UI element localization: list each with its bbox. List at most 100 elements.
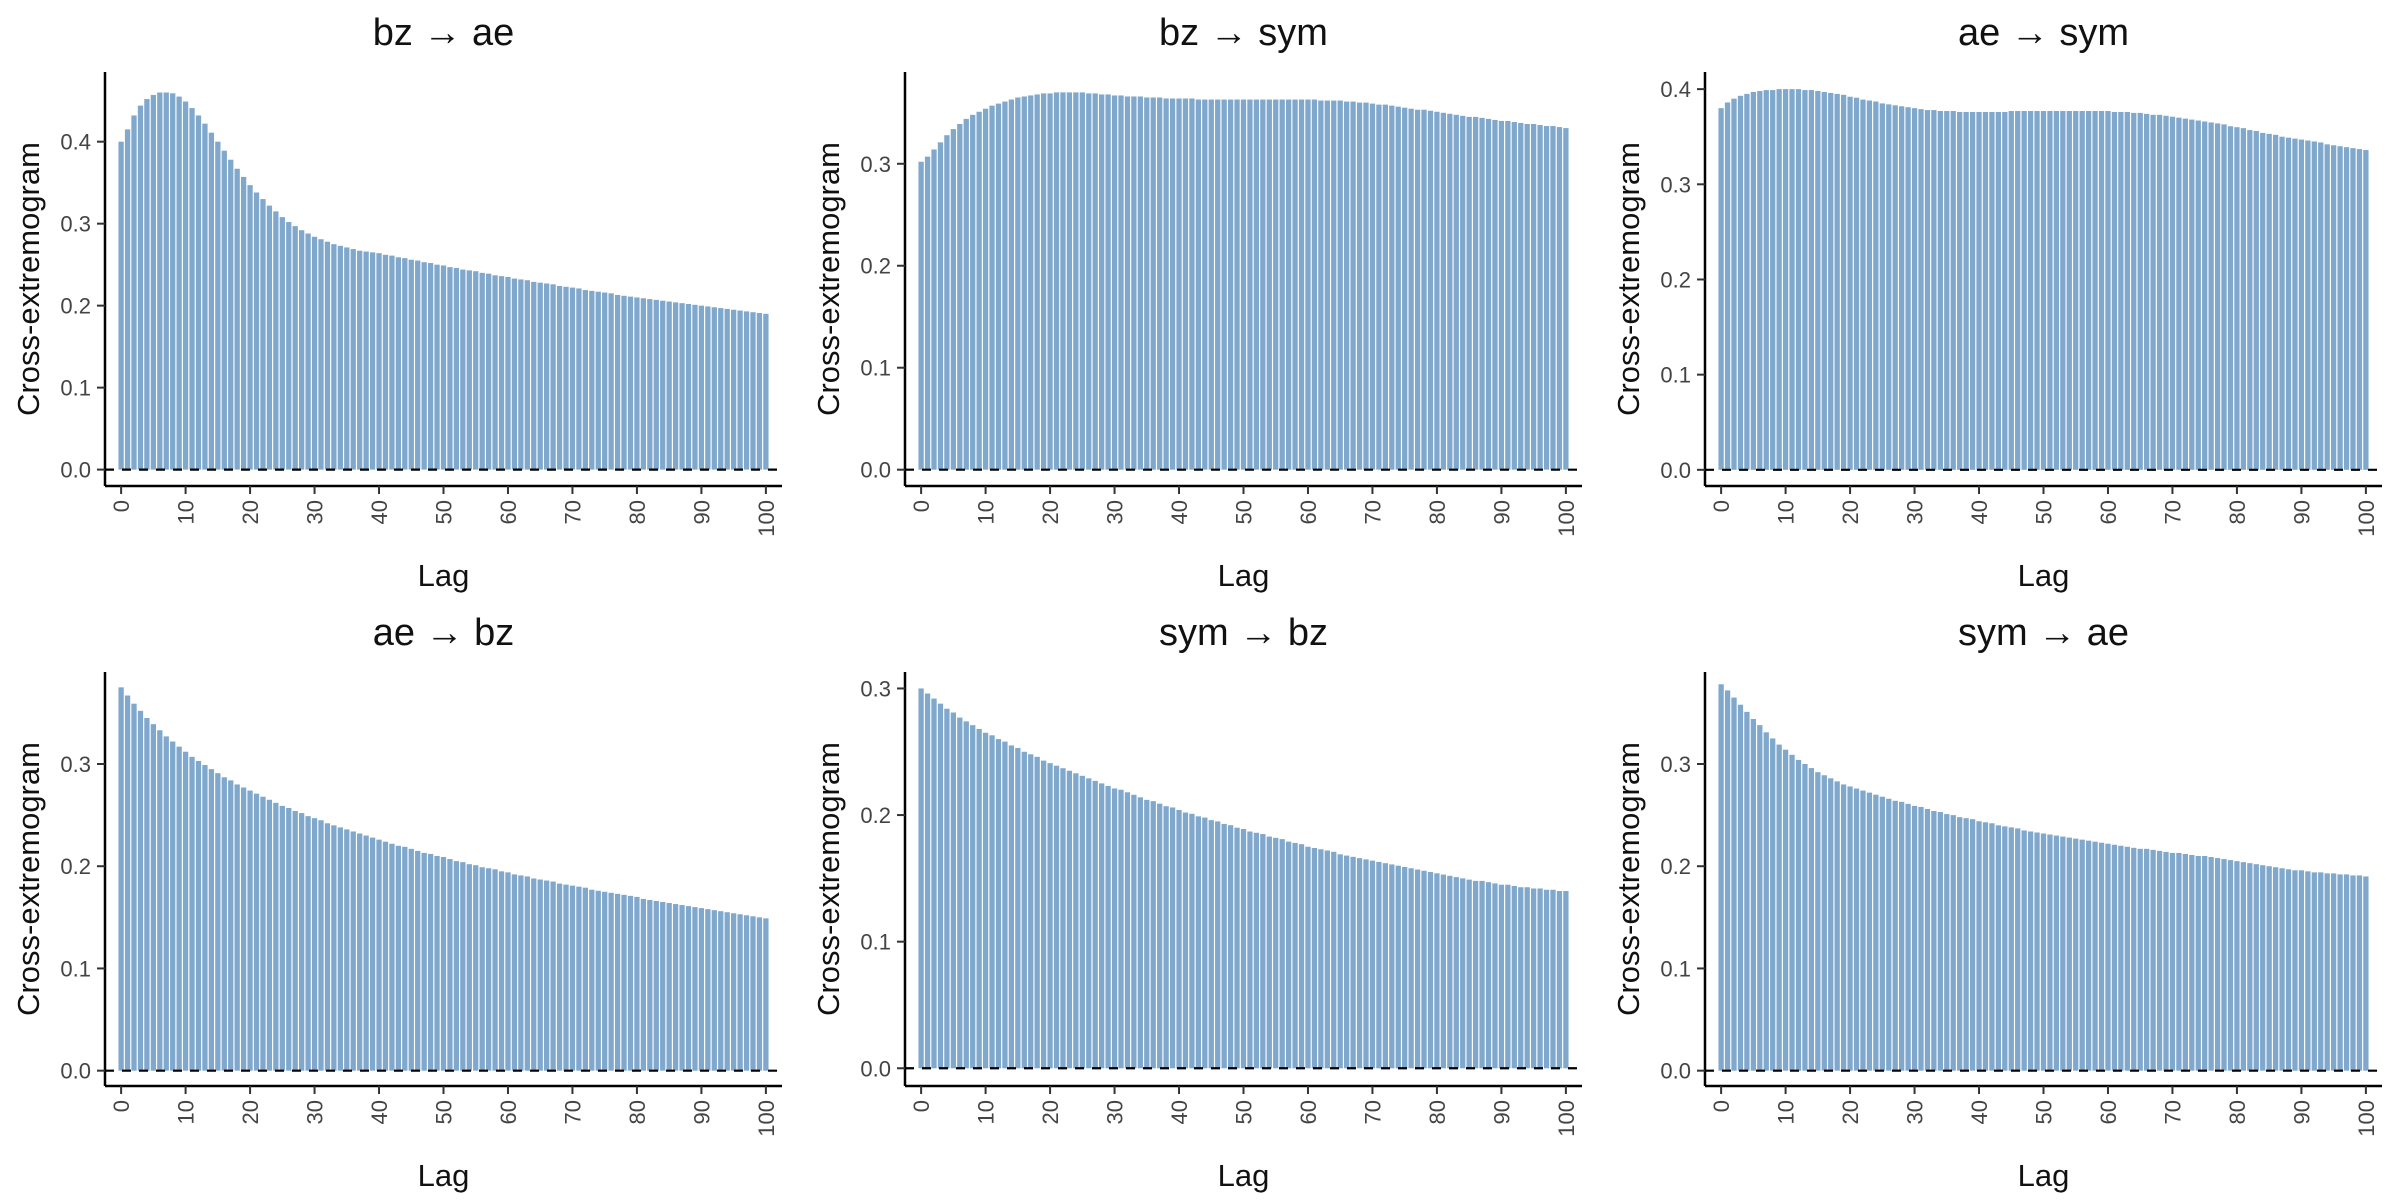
bar-lag-67 [1350,101,1356,470]
bar-lag-73 [1389,105,1395,470]
bar-lag-36 [350,249,356,470]
x-tick-label: 10 [974,500,999,524]
bar-lag-20 [247,185,253,470]
x-tick-label: 60 [1296,1100,1321,1124]
bar-lag-55 [2073,838,2079,1071]
bar-lag-73 [589,889,595,1071]
bar-lag-88 [2285,869,2292,1071]
x-tick-label: 70 [560,500,585,524]
bar-lag-100 [2363,150,2369,470]
bar-lag-22 [1060,768,1066,1069]
bar-lag-4 [944,708,950,1069]
bar-lag-66 [2144,113,2150,470]
bar-lag-51 [1247,831,1253,1069]
bar-lag-76 [608,293,614,470]
bar-lag-92 [2311,872,2317,1071]
x-tick-label: 30 [1103,500,1128,524]
bar-lag-50 [1240,99,1247,470]
y-tick-label: 0.3 [860,676,891,701]
x-tick-label: 60 [496,500,521,524]
x-tick-label: 80 [1425,1100,1450,1124]
bar-lag-82 [2247,130,2253,470]
bar-lag-95 [2330,145,2337,470]
bar-lag-95 [1530,888,1537,1069]
x-tick-label: 100 [2354,1100,2379,1137]
y-axis-title: Cross-extremogram [1611,742,1646,1016]
bar-lag-20 [1847,96,1853,470]
bar-lag-59 [2098,111,2105,470]
bar-lag-79 [1427,872,1434,1069]
bar-lag-13 [1802,764,1808,1071]
bar-lag-4 [1744,711,1750,1071]
bar-lag-81 [1440,874,1447,1069]
bar-lag-9 [976,728,982,1069]
bar-lag-19 [1040,93,1047,470]
bar-lag-97 [743,311,750,470]
bar-lag-3 [137,105,144,470]
bar-lag-25 [279,217,285,470]
bar-lag-63 [524,280,530,470]
bar-lag-28 [1899,106,1905,470]
bar-lag-42 [1189,98,1195,470]
x-tick-label: 50 [1232,500,1257,524]
bar-lag-14 [1808,90,1815,470]
x-tick-label: 50 [1232,1100,1257,1124]
bar-lag-24 [1873,794,1879,1071]
y-tick-label: 0.3 [1660,752,1691,777]
bar-lag-39 [1169,98,1176,470]
bar-lag-58 [2092,111,2098,470]
bar-lag-3 [1737,704,1744,1071]
y-tick-label: 0.3 [860,152,891,177]
bar-lag-76 [608,892,614,1071]
bar-lag-59 [498,871,505,1071]
bar-lag-64 [1331,851,1337,1069]
bar-lag-46 [415,850,421,1071]
bar-lag-58 [1292,99,1298,470]
bar-lag-94 [724,308,730,470]
panel-4: ae → bz 0.0 0.1 0.2 0.3 0 10 20 30 40 50 60 70 80 90 10… [11,612,782,1193]
panel-6: sym → ae 0.0 0.1 0.2 0.3 0 10 20 30 40 50 60 70 80 90 1… [1611,612,2382,1193]
bar-lag-7 [1763,90,1769,470]
bar-lag-62 [518,279,524,470]
bar-lag-50 [2040,833,2047,1071]
x-tick-label: 10 [174,1100,199,1124]
bar-lag-29 [305,816,311,1071]
y-tick-label: 0.2 [60,854,91,879]
bar-lag-33 [331,244,337,470]
bar-lag-39 [1969,111,1976,470]
bar-lag-63 [524,876,530,1071]
bar-lag-73 [2189,854,2195,1071]
x-tick-label: 40 [367,1100,392,1124]
bar-lag-23 [1866,100,1873,470]
x-tick-label: 40 [367,500,392,524]
bar-lag-24 [273,802,279,1071]
bar-lag-45 [2008,111,2014,470]
x-axis-title: Lag [418,558,470,593]
bar-lag-8 [1770,90,1776,470]
bar-lag-68 [2156,850,2163,1071]
bar-lag-68 [2156,114,2163,470]
x-tick-label: 30 [1903,500,1928,524]
x-tick-label: 90 [689,1100,714,1124]
bar-lag-44 [402,846,408,1071]
x-tick-label: 30 [303,1100,328,1124]
bar-lag-44 [2002,111,2008,470]
bar-lag-23 [1866,792,1873,1071]
bar-lag-33 [1931,110,1937,470]
bar-lag-87 [1479,880,1485,1069]
bar-lag-51 [2047,111,2053,470]
bar-lag-27 [1092,93,1098,470]
bar-lag-65 [2137,848,2143,1071]
bar-lag-54 [2066,837,2072,1071]
bar-lag-88 [1485,118,1492,470]
bar-lag-23 [266,205,273,470]
x-tick-label: 70 [1360,500,1385,524]
bar-lag-26 [286,222,292,470]
bar-lag-35 [344,829,350,1071]
bar-lag-77 [2214,858,2221,1071]
bar-lag-83 [1453,877,1459,1069]
bar-lag-96 [2337,874,2343,1071]
bar-lag-33 [1931,811,1937,1071]
bar-lag-88 [2285,137,2292,470]
